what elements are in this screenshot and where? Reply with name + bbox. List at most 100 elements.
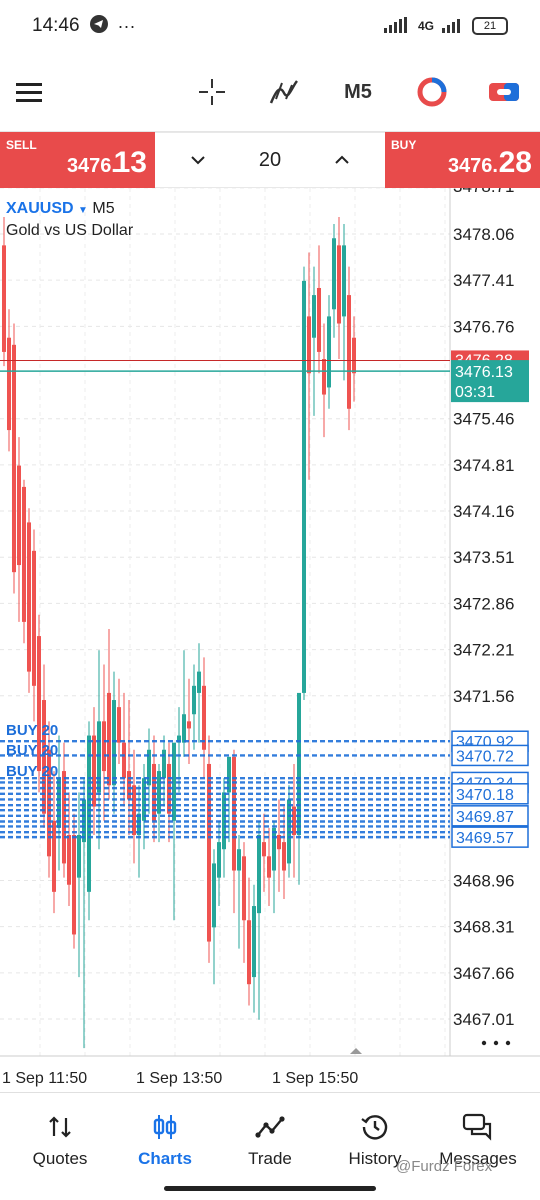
chevron-down-icon[interactable] — [187, 149, 209, 171]
candle-body — [342, 245, 346, 317]
nav-quotes[interactable]: Quotes — [10, 1111, 110, 1171]
menu-icon[interactable] — [12, 72, 46, 112]
order-tag: 3470.72 — [456, 748, 514, 765]
candle-body — [62, 771, 66, 864]
candle-body — [37, 636, 41, 772]
status-bar: 14:46 ··· 4G 21 — [0, 0, 540, 52]
candle-body — [252, 906, 256, 978]
more-dots-icon — [505, 1040, 511, 1046]
price-label: 3476.76 — [453, 317, 514, 336]
candle-body — [257, 835, 261, 914]
nav-trade-label: Trade — [248, 1149, 292, 1168]
candle-body — [262, 842, 266, 857]
candle-body — [307, 316, 311, 374]
candle-body — [277, 835, 281, 850]
candle-body — [297, 692, 301, 836]
trade-icon — [220, 1111, 320, 1143]
buy-button[interactable]: BUY 3476. 28 — [385, 132, 540, 188]
volume-value[interactable]: 20 — [258, 148, 282, 171]
candle-body — [187, 721, 191, 729]
more-dots-icon — [493, 1040, 499, 1046]
dropdown-icon: ▼ — [78, 205, 88, 216]
chevron-up-icon[interactable] — [331, 149, 353, 171]
candle-body — [57, 778, 61, 828]
buy-price-big: 28 — [498, 146, 532, 179]
candle-body — [7, 337, 11, 431]
candle-body — [322, 359, 326, 395]
price-label: 3467.66 — [453, 964, 514, 983]
nav-quotes-label: Quotes — [32, 1149, 88, 1168]
price-label: 3478.71 — [453, 188, 514, 196]
nav-history[interactable]: History — [325, 1111, 425, 1171]
candle-body — [72, 835, 76, 935]
candle-body — [157, 771, 161, 814]
candle-body — [332, 238, 336, 310]
charts-icon — [115, 1111, 215, 1143]
bottom-nav: Quotes Charts Trade History Messages — [0, 1092, 540, 1200]
status-time: 14:46 — [32, 15, 80, 36]
more-icon: ··· — [117, 15, 136, 36]
home-indicator — [164, 1186, 376, 1191]
candle-body — [217, 842, 221, 878]
candle-body — [147, 749, 151, 786]
candle-body — [87, 735, 91, 892]
candle-body — [152, 763, 156, 821]
indicators-icon[interactable] — [266, 72, 302, 112]
nav-trade[interactable]: Trade — [220, 1111, 320, 1171]
volume-selector: 20 — [155, 132, 385, 188]
nav-messages[interactable]: Messages — [428, 1111, 528, 1171]
toolbar: M5 — [0, 52, 540, 132]
time-label: 1 Sep 13:50 — [136, 1070, 222, 1087]
one-click-trading-icon[interactable] — [414, 72, 450, 112]
telegram-icon — [89, 14, 108, 38]
price-label: 3474.81 — [453, 456, 514, 475]
nav-charts[interactable]: Charts — [115, 1111, 215, 1171]
order-label: BUY 20 — [6, 722, 58, 739]
trade-toggle-icon[interactable] — [486, 72, 522, 112]
candle-body — [12, 344, 16, 573]
order-tag: 3469.57 — [456, 830, 514, 847]
price-label: 3468.31 — [453, 918, 514, 937]
candle-body — [267, 856, 271, 878]
candle-body — [242, 856, 246, 921]
candle-body — [282, 842, 286, 871]
nav-history-label: History — [348, 1149, 402, 1168]
sell-button[interactable]: SELL 3476. 13 — [0, 132, 155, 188]
timeframe-button[interactable]: M5 — [344, 80, 372, 103]
candle-body — [302, 280, 306, 693]
candle-body — [67, 835, 71, 885]
candle-body — [317, 287, 321, 352]
symbol-name: XAUUSD — [6, 200, 74, 217]
order-label: BUY 20 — [6, 763, 58, 780]
signal-icon — [383, 16, 410, 36]
sell-price-big: 13 — [113, 146, 147, 179]
candle-body — [17, 465, 21, 566]
candle-body — [292, 806, 296, 836]
quotes-icon — [10, 1111, 110, 1143]
candle-body — [107, 692, 111, 786]
candle-body — [132, 785, 136, 836]
candle-body — [52, 820, 56, 892]
crosshair-icon[interactable] — [194, 72, 230, 112]
candle-body — [207, 763, 211, 942]
price-label: 3477.41 — [453, 271, 514, 290]
candle-body — [272, 827, 276, 871]
history-icon — [325, 1111, 425, 1143]
price-label: 3472.86 — [453, 594, 514, 613]
candle-body — [237, 849, 241, 871]
candle-body — [192, 685, 196, 715]
trade-bar: SELL 3476. 13 20 BUY 3476. 28 — [0, 132, 540, 188]
buy-label: BUY — [391, 138, 417, 152]
price-label: 3474.16 — [453, 502, 514, 521]
candle-body — [347, 295, 351, 409]
price-label: 3468.96 — [453, 871, 514, 890]
order-tag-box — [451, 783, 529, 805]
symbol-header[interactable]: XAUUSD ▼ M5 — [6, 200, 115, 218]
countdown: 03:31 — [455, 384, 495, 401]
candle-body — [22, 486, 26, 622]
buy-price-small: 3476. — [447, 155, 498, 177]
scroll-marker-icon — [350, 1048, 362, 1054]
order-label: BUY 20 — [6, 742, 58, 759]
